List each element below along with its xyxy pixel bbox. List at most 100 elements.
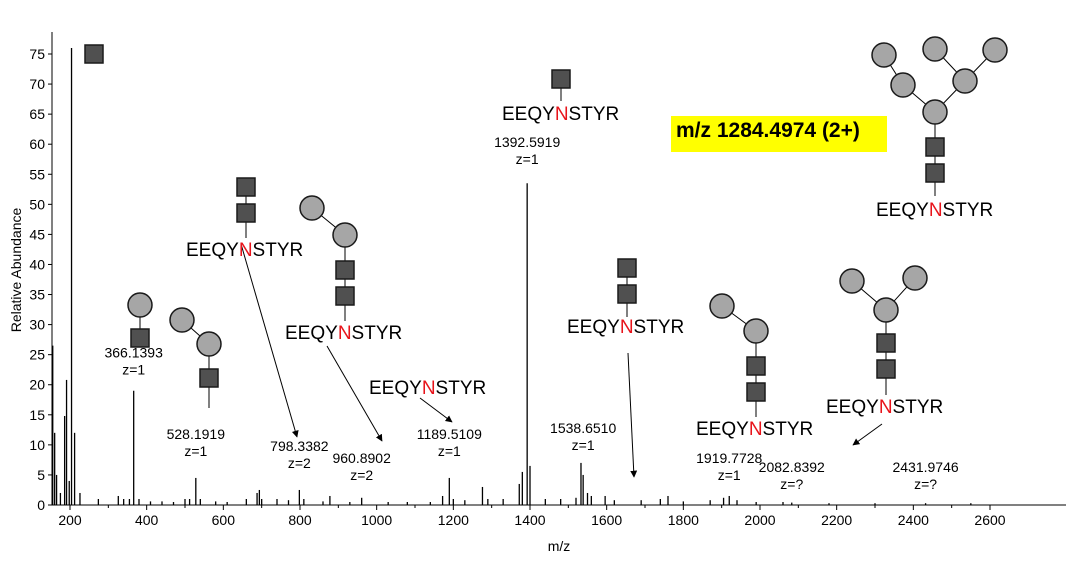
y-tick-label: 25 xyxy=(29,347,45,363)
x-tick-label: 2200 xyxy=(821,512,852,528)
peptide-sequence-label: EEQYNSTYR xyxy=(567,317,684,338)
glycosylation-site: N xyxy=(879,397,893,418)
precursor-label: m/z 1284.4974 (2+) xyxy=(676,119,860,142)
hexnac-square-icon xyxy=(617,284,637,304)
y-tick-label: 60 xyxy=(29,136,45,152)
peak-mz-label: 2082.8392 xyxy=(759,459,825,475)
x-tick-label: 1800 xyxy=(668,512,699,528)
x-tick-label: 200 xyxy=(58,512,82,528)
peptide-sequence-label: EEQYNSTYR xyxy=(186,240,303,261)
peak-charge-label: z=1 xyxy=(184,443,207,459)
peak-charge-label: z=1 xyxy=(122,362,145,378)
y-tick-label: 55 xyxy=(29,166,45,182)
peptide-suffix: STYR xyxy=(763,419,814,440)
x-tick-label: 800 xyxy=(288,512,312,528)
peptide-sequence-label: EEQYNSTYR xyxy=(826,397,943,418)
hexose-circle-icon xyxy=(890,72,916,98)
spectrum-peaks xyxy=(52,47,972,505)
peak-charge-label: z=2 xyxy=(350,467,373,483)
glycosylation-site: N xyxy=(620,317,634,338)
hexose-circle-icon xyxy=(169,307,195,333)
peptide-prefix: EEQY xyxy=(186,240,239,261)
peak-mz-label: 1392.5919 xyxy=(494,134,560,150)
hexnac-square-icon xyxy=(335,260,355,280)
hexnac-square-icon xyxy=(925,163,945,183)
x-tick-label: 1000 xyxy=(361,512,392,528)
y-tick-label: 45 xyxy=(29,226,45,242)
x-tick-label: 1400 xyxy=(514,512,545,528)
hexose-circle-icon xyxy=(902,265,928,291)
peptide-prefix: EEQY xyxy=(285,323,338,344)
hexnac-square-icon xyxy=(617,258,637,278)
glycan-structures xyxy=(84,36,1008,417)
x-tick-label: 1600 xyxy=(591,512,622,528)
glycosylation-site: N xyxy=(749,419,763,440)
peptide-prefix: EEQY xyxy=(826,397,879,418)
hexose-circle-icon xyxy=(196,331,222,357)
hexose-circle-icon xyxy=(922,36,948,62)
hexose-circle-icon xyxy=(299,195,325,221)
hexose-circle-icon xyxy=(743,318,769,344)
peak-mz-label: 960.8902 xyxy=(332,450,391,466)
hexnac-square-icon xyxy=(84,44,104,64)
peptide-prefix: EEQY xyxy=(502,104,555,125)
hexose-circle-icon xyxy=(332,222,358,248)
peptide-suffix: STYR xyxy=(352,323,403,344)
x-tick-label: 2400 xyxy=(898,512,929,528)
peak-charge-label: z=1 xyxy=(438,443,461,459)
annotation-arrow xyxy=(326,345,383,442)
peak-mz-label: 1538.6510 xyxy=(550,420,616,436)
peptide-sequence-label: EEQYNSTYR xyxy=(696,419,813,440)
glycosylation-site: N xyxy=(422,378,436,399)
hexose-circle-icon xyxy=(952,68,978,94)
peptide-suffix: STYR xyxy=(569,104,620,125)
hexnac-square-icon xyxy=(236,203,256,223)
peptide-sequence-label: EEQYNSTYR xyxy=(369,378,486,399)
y-tick-label: 30 xyxy=(29,317,45,333)
annotation-arrow xyxy=(627,352,638,478)
peptide-labels: EEQYNSTYREEQYNSTYREEQYNSTYREEQYNSTYREEQY… xyxy=(186,104,993,440)
peptide-suffix: STYR xyxy=(943,200,994,221)
glycosylation-site: N xyxy=(239,240,253,261)
y-tick-label: 10 xyxy=(29,437,45,453)
peak-charge-label: z=1 xyxy=(516,151,539,167)
peak-mz-label: 798.3382 xyxy=(270,438,329,454)
peak-charge-label: z=2 xyxy=(288,455,311,471)
x-tick-label: 1200 xyxy=(438,512,469,528)
annotation-arrows xyxy=(240,243,883,478)
peak-charge-label: z=1 xyxy=(572,437,595,453)
hexose-circle-icon xyxy=(839,268,865,294)
x-axis-title: m/z xyxy=(548,538,571,554)
peptide-sequence-label: EEQYNSTYR xyxy=(502,104,619,125)
y-tick-label: 5 xyxy=(37,467,45,483)
peak-mz-label: 366.1393 xyxy=(104,345,163,361)
y-tick-label: 40 xyxy=(29,256,45,272)
hexnac-square-icon xyxy=(236,177,256,197)
chart-axes: 0 5 10 15 20 25 30 35 40 45 50 55 60 65 70 75 200 400 600 8… xyxy=(8,32,1066,554)
hexose-circle-icon xyxy=(127,292,153,318)
annotation-arrow xyxy=(419,397,453,423)
peptide-prefix: EEQY xyxy=(696,419,749,440)
y-tick-label: 50 xyxy=(29,196,45,212)
y-tick-label: 70 xyxy=(29,76,45,92)
hexnac-square-icon xyxy=(130,328,150,348)
peptide-prefix: EEQY xyxy=(369,378,422,399)
annotation-arrow xyxy=(852,423,883,446)
peak-mz-label: 528.1919 xyxy=(167,426,226,442)
peptide-suffix: STYR xyxy=(893,397,944,418)
hexose-circle-icon xyxy=(873,297,899,323)
hexnac-square-icon xyxy=(199,368,219,388)
precursor-highlight xyxy=(671,116,887,152)
hexnac-square-icon xyxy=(551,69,571,89)
peak-charge-label: z=? xyxy=(780,476,803,492)
peptide-prefix: EEQY xyxy=(876,200,929,221)
x-tick-label: 2000 xyxy=(744,512,775,528)
peptide-prefix: EEQY xyxy=(567,317,620,338)
peptide-suffix: STYR xyxy=(253,240,304,261)
glycosylation-site: N xyxy=(555,104,569,125)
peptide-suffix: STYR xyxy=(436,378,487,399)
peak-mz-label: 1919.7728 xyxy=(696,450,762,466)
peak-charge-label: z=1 xyxy=(718,467,741,483)
hexnac-square-icon xyxy=(746,382,766,402)
